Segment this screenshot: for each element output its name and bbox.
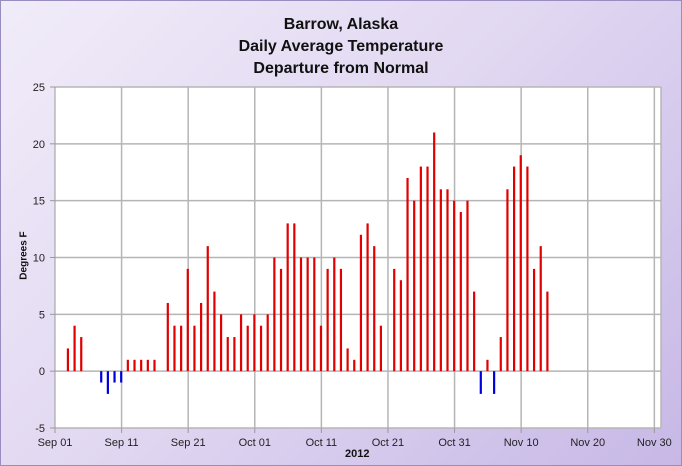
bar xyxy=(193,325,196,372)
bar xyxy=(113,371,116,383)
bar xyxy=(306,257,309,372)
bar xyxy=(532,268,536,372)
bar xyxy=(419,166,422,372)
bar xyxy=(359,234,363,372)
bar xyxy=(379,325,383,372)
bar xyxy=(120,371,123,383)
title-line-1: Barrow, Alaska xyxy=(283,16,399,33)
bar xyxy=(259,325,263,372)
x-axis-label: 2012 xyxy=(345,448,370,460)
bar xyxy=(299,257,303,372)
bar xyxy=(506,189,509,372)
bar xyxy=(153,359,156,372)
x-tick-label: Oct 11 xyxy=(306,437,338,449)
x-tick-label: Oct 31 xyxy=(438,437,470,449)
bar xyxy=(333,257,336,372)
bar xyxy=(406,177,409,372)
x-tick-label: Oct 21 xyxy=(372,437,404,449)
x-tick-label: Nov 30 xyxy=(637,437,672,449)
bar xyxy=(133,359,136,372)
bar xyxy=(326,268,329,372)
bar xyxy=(226,337,229,372)
y-tick-label: 5 xyxy=(39,309,45,321)
bar xyxy=(239,314,243,372)
bar xyxy=(426,166,429,372)
x-tick-label: Oct 01 xyxy=(239,437,271,449)
bar xyxy=(219,314,223,372)
bar xyxy=(180,325,183,372)
bar xyxy=(213,291,216,372)
bar xyxy=(80,337,83,372)
x-tick-label: Sep 11 xyxy=(105,437,139,449)
bar xyxy=(233,337,236,372)
bar xyxy=(346,348,349,372)
bar xyxy=(73,325,76,372)
bar xyxy=(66,348,70,372)
y-tick-label: 25 xyxy=(33,82,45,94)
bar xyxy=(293,223,296,372)
x-tick-label: Sep 21 xyxy=(171,437,206,449)
bar xyxy=(433,132,436,372)
bar xyxy=(339,268,343,372)
bar xyxy=(279,268,283,372)
y-tick-label: 15 xyxy=(33,196,45,208)
bar xyxy=(286,223,289,372)
bar xyxy=(466,200,469,372)
y-tick-label: 20 xyxy=(33,139,45,151)
bar xyxy=(166,302,169,372)
x-tick-label: Nov 10 xyxy=(504,437,539,449)
bar xyxy=(106,371,109,394)
y-tick-label: 10 xyxy=(33,253,45,265)
bar xyxy=(439,189,442,372)
bar xyxy=(546,291,549,372)
bar xyxy=(253,314,256,372)
x-tick-label: Sep 01 xyxy=(38,437,73,449)
bar xyxy=(313,257,316,372)
bar xyxy=(473,291,476,372)
y-tick-label: 0 xyxy=(39,366,45,378)
bar xyxy=(519,155,522,372)
bar xyxy=(146,359,149,372)
bar xyxy=(200,302,203,372)
bar xyxy=(206,246,209,372)
bar xyxy=(246,325,249,372)
title-line-3: Departure from Normal xyxy=(253,60,429,77)
bar xyxy=(479,371,482,394)
bar xyxy=(173,325,176,372)
title-line-2: Daily Average Temperature xyxy=(238,38,444,55)
bar xyxy=(413,200,416,372)
bar xyxy=(366,223,369,372)
bar xyxy=(446,189,449,372)
bar xyxy=(319,325,323,372)
bar xyxy=(486,359,489,372)
bar xyxy=(539,246,542,372)
bar xyxy=(499,337,502,372)
bar xyxy=(373,246,376,372)
bar xyxy=(526,166,529,372)
bar xyxy=(266,314,269,372)
y-axis-label: Degrees F xyxy=(18,231,30,280)
bar xyxy=(126,359,129,372)
bar xyxy=(353,359,356,372)
bar xyxy=(186,268,189,372)
bar xyxy=(453,200,456,372)
bar xyxy=(493,371,496,394)
bar xyxy=(459,212,462,372)
bar xyxy=(393,268,396,372)
bar xyxy=(140,359,143,372)
bar xyxy=(512,166,516,372)
y-tick-label: -5 xyxy=(35,423,45,435)
bar xyxy=(100,371,103,383)
x-tick-label: Nov 20 xyxy=(570,437,605,449)
bar xyxy=(399,280,402,372)
chart-title: Barrow, Alaska Daily Average Temperature… xyxy=(0,14,682,80)
bar xyxy=(273,257,276,372)
